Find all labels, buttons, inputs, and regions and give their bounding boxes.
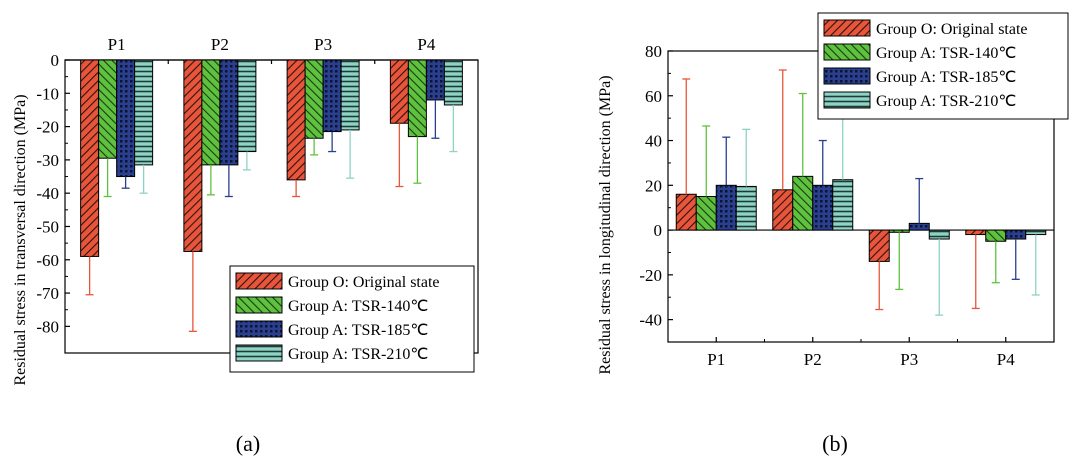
bar (116, 59, 136, 178)
y-tick-label: 20 (645, 176, 662, 195)
legend-swatch (823, 67, 871, 85)
category-label: P3 (314, 35, 332, 54)
y-tick-label: -60 (36, 251, 59, 270)
category-label: P1 (108, 35, 126, 54)
bar (1005, 229, 1027, 240)
bar (286, 59, 306, 181)
bar (425, 59, 445, 101)
bar (675, 193, 697, 231)
bar (183, 59, 203, 252)
legend-swatch (235, 272, 283, 290)
y-tick-label: 0 (654, 221, 663, 240)
y-ticks-a: 0 -10 -20 -30 -40 -50 -60 -70 -80 (36, 51, 70, 336)
bar (928, 229, 950, 240)
chart-panel-a: 0 -10 -20 -30 -40 -50 -60 -70 -80 P1 P2 P3 P4 Resid… (12, 35, 479, 456)
category-label: P3 (900, 350, 918, 369)
y-tick-label: -10 (36, 84, 59, 103)
bar (80, 59, 100, 257)
bar (407, 59, 427, 138)
legend-swatch (823, 91, 871, 109)
legend-swatch (823, 43, 871, 61)
bar (237, 59, 257, 153)
legend-label: Group A: TSR-140℃ (876, 45, 1016, 62)
y-tick-label: 40 (645, 132, 662, 151)
legend-swatch (235, 344, 283, 362)
bar (134, 59, 154, 166)
bar (735, 185, 757, 231)
bar (985, 229, 1007, 242)
y-tick-label: -80 (36, 317, 59, 336)
bar (868, 229, 890, 262)
legend-swatch (823, 19, 871, 37)
bar (443, 59, 463, 106)
y-tick-label: -20 (639, 266, 662, 285)
y-tick-label: -20 (36, 118, 59, 137)
y-tick-label: -40 (36, 184, 59, 203)
y-ticks-b: 80 60 40 20 0 -20 -40 (639, 42, 673, 330)
bar (695, 196, 717, 231)
legend-swatch (235, 296, 283, 314)
bar (304, 59, 324, 139)
y-axis-label-b: Residual stress in longitudinal directio… (597, 75, 614, 374)
legend-label: Group A: TSR-210℃ (288, 346, 428, 363)
y-tick-label: 60 (645, 87, 662, 106)
bar (1025, 229, 1047, 236)
category-label: P4 (997, 350, 1015, 369)
bar (98, 59, 118, 159)
bars-a (80, 59, 463, 333)
y-tick-label: -50 (36, 217, 59, 236)
legend-swatch (235, 320, 283, 338)
bar (201, 59, 221, 166)
y-tick-label: -30 (36, 151, 59, 170)
legend-b: Group O: Original state Group A: TSR-140℃… (817, 12, 1069, 120)
y-tick-label: -70 (36, 284, 59, 303)
category-label: P1 (707, 350, 725, 369)
legend-label: Group O: Original state (876, 21, 1028, 38)
y-tick-label: 80 (645, 42, 662, 61)
category-label: P2 (804, 350, 822, 369)
bar (792, 175, 814, 231)
bar (772, 189, 794, 231)
y-tick-label: 0 (51, 51, 60, 70)
legend-label: Group A: TSR-140℃ (288, 298, 428, 315)
category-label: P2 (211, 35, 229, 54)
panel-label-b: (b) (822, 431, 848, 456)
bar (888, 229, 910, 233)
legend-a: Group O: Original state Group A: TSR-140℃… (229, 265, 475, 373)
legend-label: Group A: TSR-210℃ (876, 93, 1016, 110)
category-labels-a: P1 P2 P3 P4 (108, 35, 436, 64)
bar (965, 229, 987, 236)
bar (832, 179, 854, 231)
chart-panel-b: 80 60 40 20 0 -20 -40 P1 P2 P3 P4 Residual stress… (597, 12, 1069, 456)
panel-label-a: (a) (236, 431, 260, 456)
legend-label: Group A: TSR-185℃ (288, 322, 428, 339)
bar (219, 59, 239, 166)
bar (812, 184, 834, 231)
bar (322, 59, 342, 133)
bar (389, 59, 409, 124)
y-axis-label-a: Residual stress in transversal direction… (12, 94, 29, 385)
category-labels-b: P1 P2 P3 P4 (707, 337, 1015, 369)
bar (340, 59, 360, 131)
bars-b (675, 69, 1047, 316)
y-tick-label: -40 (639, 311, 662, 330)
legend-label: Group A: TSR-185℃ (876, 69, 1016, 86)
bar (908, 222, 930, 231)
bar (715, 184, 737, 231)
category-label: P4 (417, 35, 435, 54)
legend-label: Group O: Original state (288, 274, 440, 291)
